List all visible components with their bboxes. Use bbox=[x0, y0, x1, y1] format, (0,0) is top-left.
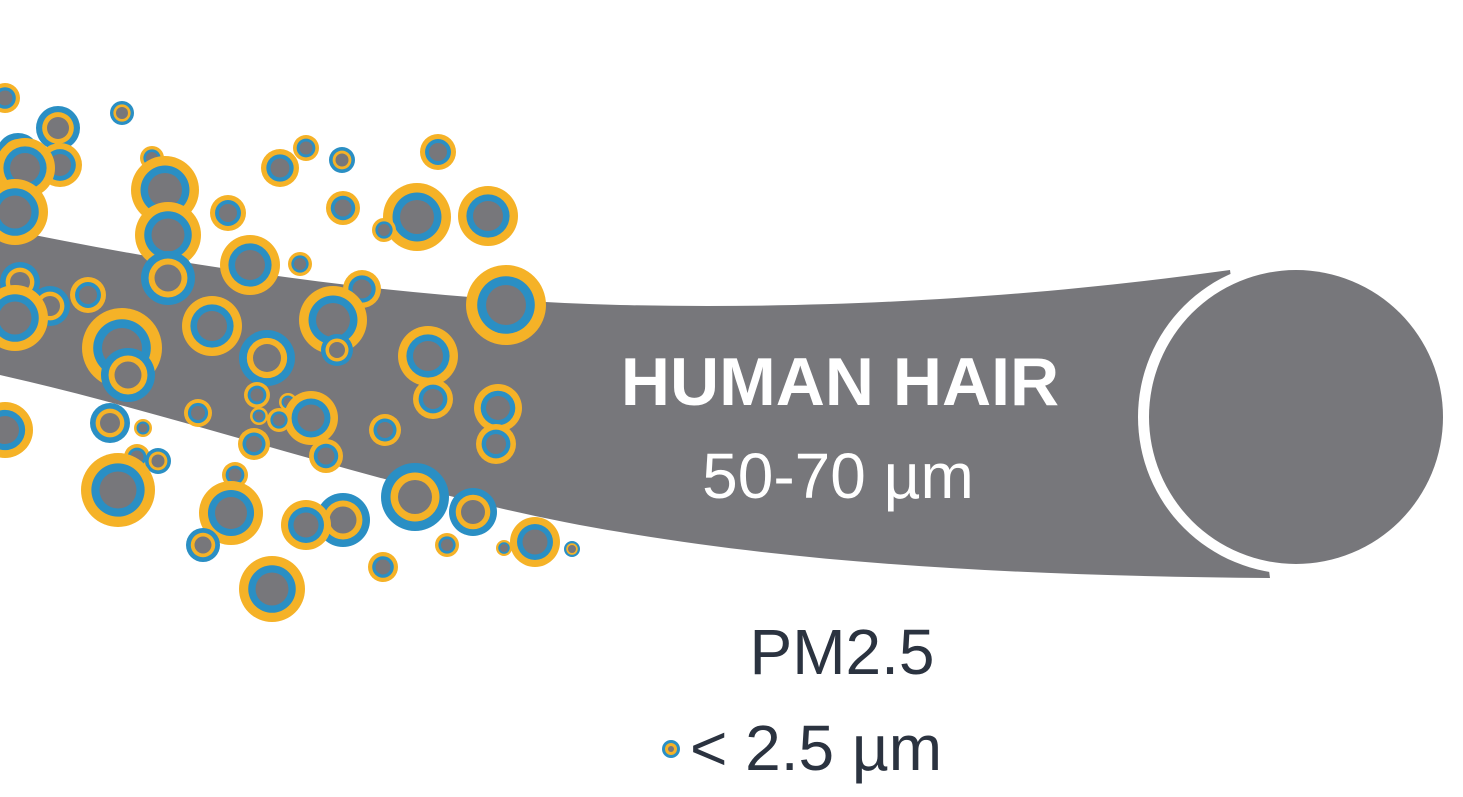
pm-particle bbox=[239, 556, 305, 622]
pm-particle bbox=[413, 379, 453, 419]
pm-particle bbox=[134, 419, 152, 437]
pm-particle bbox=[0, 179, 48, 245]
pm-particle bbox=[420, 134, 456, 170]
pm-particle bbox=[449, 488, 497, 536]
pm-particle bbox=[299, 286, 367, 354]
pm-particle bbox=[281, 500, 331, 550]
particle-cluster bbox=[0, 83, 580, 622]
pm-particle bbox=[458, 186, 518, 246]
pm-particle bbox=[398, 326, 458, 386]
pm-particle bbox=[564, 541, 580, 557]
pm-particle bbox=[267, 408, 291, 432]
pm-particle bbox=[0, 285, 48, 351]
pm-particle bbox=[145, 448, 171, 474]
pm-particle bbox=[510, 517, 560, 567]
pm-particle bbox=[284, 391, 338, 445]
pm-particle bbox=[135, 202, 201, 268]
pm-particle bbox=[383, 183, 451, 251]
pm-particle bbox=[474, 384, 522, 432]
pm-title: PM2.5 bbox=[750, 616, 935, 688]
pm-particle bbox=[293, 135, 319, 161]
pm-particle bbox=[0, 402, 33, 458]
pm-particle bbox=[184, 399, 212, 427]
pm-particle bbox=[476, 424, 516, 464]
pm-particle bbox=[288, 252, 312, 276]
pm-particle bbox=[110, 101, 134, 125]
pm-particle bbox=[466, 265, 546, 345]
pm-particle bbox=[435, 533, 459, 557]
pm-particle bbox=[210, 195, 246, 231]
pm-particle bbox=[496, 540, 512, 556]
pm-particle bbox=[368, 552, 398, 582]
pm-particle bbox=[36, 106, 80, 150]
pm-particle bbox=[186, 528, 220, 562]
pm-particle bbox=[261, 149, 299, 187]
pm-particle bbox=[372, 218, 396, 242]
hair-title: HUMAN HAIR bbox=[621, 344, 1059, 420]
pm-particle bbox=[0, 83, 20, 113]
pm-size: < 2.5 µm bbox=[690, 712, 942, 784]
pm-particle bbox=[244, 382, 270, 408]
pm-particle bbox=[81, 453, 155, 527]
pm-particle bbox=[141, 251, 195, 305]
pm-particle bbox=[321, 334, 353, 366]
pm-particle bbox=[90, 403, 130, 443]
pm-particle bbox=[309, 439, 343, 473]
hair-cross-section bbox=[1149, 270, 1443, 564]
pm-particle bbox=[199, 481, 263, 545]
pm-particle bbox=[326, 191, 360, 225]
pm-particle bbox=[101, 348, 155, 402]
pm-particle bbox=[369, 414, 401, 446]
pm-particle bbox=[220, 235, 280, 295]
pm-legend-particle-icon bbox=[662, 740, 680, 758]
pm-particle bbox=[182, 296, 242, 356]
pm-particle bbox=[238, 428, 270, 460]
hair-size: 50-70 µm bbox=[702, 440, 974, 512]
pm-particle bbox=[329, 147, 355, 173]
pm-particle bbox=[381, 463, 449, 531]
pm-particle bbox=[250, 407, 268, 425]
pm-particle bbox=[239, 330, 295, 386]
pm-particle bbox=[70, 277, 106, 313]
